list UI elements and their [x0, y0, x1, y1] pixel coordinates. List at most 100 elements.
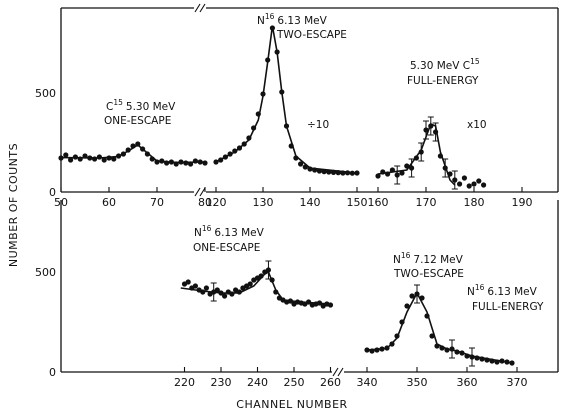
- upper-data-point: [164, 160, 170, 166]
- upper-data-point: [159, 158, 165, 164]
- lower-data-point: [327, 302, 334, 308]
- upper-data-point: [92, 156, 98, 162]
- lower-data-point: [434, 343, 440, 349]
- lower-data-point: [509, 360, 515, 366]
- svg-text:ONE-ESCAPE: ONE-ESCAPE: [193, 242, 260, 254]
- lower-data-point: [229, 291, 235, 297]
- lower-data-point: [316, 300, 323, 306]
- lower-data-point: [424, 313, 430, 319]
- upper-x-tick-label: 190: [512, 196, 533, 209]
- upper-x-tick-label: 170: [416, 196, 437, 209]
- upper-data-point: [255, 111, 261, 117]
- upper-data-point: [218, 157, 224, 163]
- lower-data-point: [489, 358, 495, 364]
- upper-data-point: [433, 129, 439, 135]
- lower-data-point: [269, 277, 275, 283]
- lower-x-tick-label: 350: [407, 376, 428, 389]
- lower-x-tick-label: 240: [247, 376, 268, 389]
- lower-data-point: [429, 333, 435, 339]
- upper-x-tick-label: 160: [368, 196, 389, 209]
- upper-data-point: [58, 155, 64, 161]
- lower-data-point: [459, 350, 465, 356]
- upper-data-point: [409, 165, 415, 171]
- upper-data-point: [173, 161, 179, 167]
- lower-x-tick-label: 260: [320, 376, 341, 389]
- lower-data-point: [374, 347, 380, 353]
- lower-y-tick-0: 0: [49, 366, 56, 379]
- annotation-c15-one-escape: C15 5.30 MeV ONE-ESCAPE: [104, 98, 176, 127]
- upper-data-point: [307, 166, 313, 172]
- upper-data-point: [87, 155, 93, 161]
- lower-data-point: [364, 347, 370, 353]
- upper-data-point: [442, 165, 448, 171]
- annotation-n16-one-escape: N16 6.13 MeV ONE-ESCAPE: [193, 224, 265, 254]
- svg-text:TWO-ESCAPE: TWO-ESCAPE: [393, 268, 464, 280]
- upper-data-point: [349, 170, 355, 176]
- upper-data-point: [302, 164, 308, 170]
- lower-axis-break-marks: [332, 367, 344, 377]
- upper-data-point: [452, 177, 458, 183]
- upper-data-point: [63, 152, 69, 158]
- upper-data-point: [236, 145, 243, 151]
- upper-data-point: [330, 169, 337, 175]
- upper-series-2-fit-line: [377, 122, 456, 186]
- upper-data-point: [101, 157, 107, 163]
- upper-y-tick-500: 500: [35, 87, 56, 100]
- lower-data-point: [389, 341, 395, 347]
- upper-data-point: [265, 57, 271, 63]
- lower-x-tick-label: 250: [284, 376, 305, 389]
- lower-data-point: [379, 346, 385, 352]
- lower-y-tick-500: 500: [35, 266, 56, 279]
- lower-data-point: [479, 356, 485, 362]
- upper-x-tick-label: 60: [102, 196, 116, 209]
- upper-data-point: [120, 151, 126, 157]
- lower-data-point: [369, 348, 375, 354]
- lower-data-point: [192, 283, 198, 289]
- upper-data-point: [149, 156, 155, 162]
- lower-data-point: [258, 273, 264, 279]
- lower-data-point: [218, 290, 224, 296]
- lower-data-point: [494, 359, 500, 365]
- lower-data-point: [484, 357, 490, 363]
- upper-data-point: [418, 149, 424, 155]
- upper-data-point: [354, 170, 360, 176]
- annotation-divide-10: ÷10: [307, 119, 329, 131]
- upper-data-point: [298, 161, 304, 167]
- upper-data-point: [457, 181, 463, 187]
- upper-data-point: [269, 25, 275, 31]
- upper-x-tick-label: 130: [253, 196, 274, 209]
- lower-data-point: [469, 354, 475, 360]
- upper-data-point: [222, 154, 228, 160]
- upper-data-point: [375, 173, 381, 179]
- y-axis-label: NUMBER OF COUNTS: [7, 143, 20, 267]
- upper-data-point: [326, 169, 332, 175]
- upper-data-point: [321, 169, 327, 175]
- lower-data-point: [394, 333, 400, 339]
- upper-data-point: [466, 183, 472, 189]
- svg-text:FULL-ENERGY: FULL-ENERGY: [407, 75, 479, 87]
- upper-data-point: [288, 143, 294, 149]
- upper-x-tick-label: 80: [198, 196, 212, 209]
- lower-data-point: [419, 295, 425, 301]
- upper-data-point: [461, 175, 467, 181]
- lower-data-point: [409, 293, 415, 299]
- lower-data-point: [399, 319, 405, 325]
- lower-data-point: [236, 289, 242, 295]
- upper-data-point: [283, 123, 290, 129]
- svg-text:TWO-ESCAPE: TWO-ESCAPE: [276, 29, 347, 41]
- upper-data-point: [394, 172, 400, 178]
- upper-data-point: [144, 151, 150, 157]
- svg-text:FULL-ENERGY: FULL-ENERGY: [472, 301, 544, 313]
- lower-x-tick-label: 230: [211, 376, 232, 389]
- upper-data-point: [246, 135, 252, 141]
- lower-data-point: [499, 358, 505, 364]
- upper-data-point: [183, 160, 189, 166]
- upper-data-point: [241, 141, 247, 147]
- upper-data-point: [423, 127, 429, 133]
- lower-x-tick-label: 370: [507, 376, 528, 389]
- upper-data-point: [232, 148, 238, 154]
